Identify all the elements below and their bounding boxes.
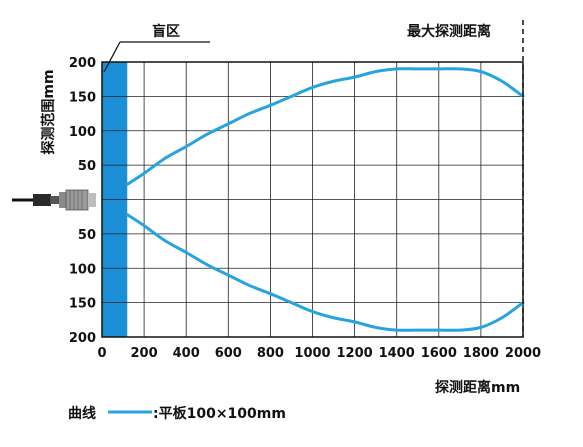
- y-tick-label: 50: [78, 228, 96, 243]
- y-tick-label: 50: [78, 159, 96, 174]
- y-tick-label: 100: [69, 262, 96, 277]
- curve-lower: [125, 213, 525, 332]
- x-tick-label: 800: [257, 346, 284, 361]
- y-tick-labels: 200 150 100 50 50 100 150 200: [69, 56, 96, 346]
- blind-zone-pointer: [103, 41, 121, 73]
- x-tick-label: 1000: [294, 346, 330, 361]
- y-tick-label: 150: [69, 90, 96, 105]
- max-distance-label: 最大探测距离: [407, 23, 491, 40]
- plot-border: [101, 61, 524, 338]
- x-tick-label: 0: [97, 346, 106, 361]
- blind-zone-label: 盲区: [152, 23, 180, 40]
- y-tick-label: 150: [69, 297, 96, 312]
- y-tick-label: 200: [69, 56, 96, 71]
- legend-prefix: 曲线: [68, 405, 96, 422]
- y-tick-label: 100: [69, 125, 96, 140]
- x-tick-label: 400: [173, 346, 200, 361]
- curve-upper: [125, 67, 525, 186]
- x-tick-label: 1800: [463, 346, 499, 361]
- grid-lines: [101, 61, 524, 338]
- x-tick-label: 1400: [379, 346, 415, 361]
- sensor-illustration: [12, 189, 96, 211]
- y-axis-title: 探测范围mm: [40, 69, 57, 154]
- x-tick-labels: 0 200 400 600 800 1000 1200 1400 1600 1800 2000: [97, 346, 541, 361]
- x-tick-label: 1200: [337, 346, 373, 361]
- x-tick-label: 1600: [421, 346, 457, 361]
- y-tick-label: 200: [69, 331, 96, 346]
- legend-text: :平板100×100mm: [153, 405, 286, 422]
- x-tick-label: 2000: [505, 346, 541, 361]
- x-tick-label: 600: [215, 346, 242, 361]
- x-axis-title: 探测距离mm: [435, 379, 520, 396]
- x-tick-label: 200: [131, 346, 158, 361]
